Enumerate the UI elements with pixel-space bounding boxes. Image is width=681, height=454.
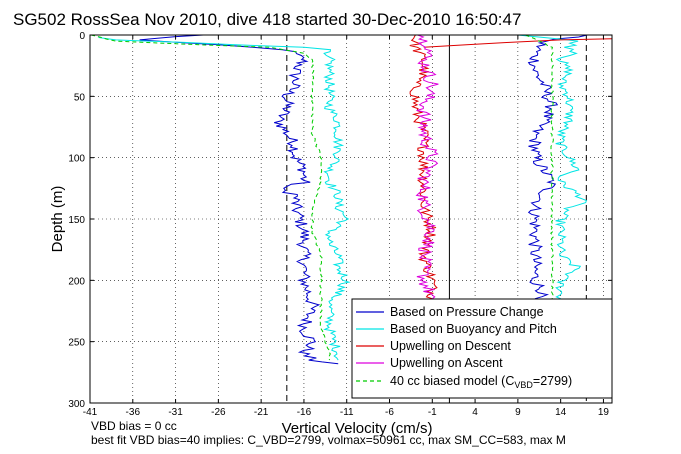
series-line-1-0 — [98, 37, 351, 361]
x-tick-label: 9 — [515, 407, 521, 418]
x-tick-label: 19 — [598, 407, 610, 418]
y-axis-ticks: 0 50 100 150 200 250 300 — [68, 31, 612, 410]
series-line-4-0 — [90, 34, 331, 361]
x-tick-label: -6 — [385, 407, 394, 418]
series-line-0-1 — [527, 34, 588, 300]
x-axis-label: Vertical Velocity (cm/s) — [282, 420, 433, 437]
x-tick-label: -36 — [126, 407, 141, 418]
legend-label-pressure: Based on Pressure Change — [390, 305, 544, 319]
legend-model-suffix: =2799) — [533, 374, 572, 388]
legend-model-prefix: 40 cc biased model (C — [390, 374, 514, 388]
chart-title: SG502 RossSea Nov 2010, dive 418 started… — [13, 10, 521, 29]
x-tick-label: -41 — [83, 407, 98, 418]
legend-label-model: 40 cc biased model (CVBD=2799) — [390, 374, 572, 390]
y-tick-label: 150 — [68, 215, 85, 226]
x-tick-label: -21 — [254, 407, 269, 418]
data-series — [90, 34, 613, 365]
y-tick-label: 300 — [68, 399, 85, 410]
series-line-3-0 — [415, 34, 439, 300]
x-tick-label: 4 — [472, 407, 478, 418]
x-tick-label: -1 — [428, 407, 437, 418]
note-best-fit: best fit VBD bias=40 implies: C_VBD=2799… — [91, 433, 566, 447]
legend-box — [351, 298, 613, 399]
x-tick-label: -16 — [297, 407, 312, 418]
series-line-2-1 — [423, 38, 613, 48]
y-tick-label: 100 — [68, 154, 85, 165]
legend-label-ascent: Upwelling on Ascent — [390, 356, 503, 370]
y-tick-label: 0 — [79, 31, 85, 42]
y-tick-label: 200 — [68, 276, 85, 287]
y-tick-label: 50 — [74, 92, 86, 103]
series-line-4-1 — [525, 34, 555, 299]
x-tick-label: -26 — [211, 407, 226, 418]
x-tick-label: 14 — [555, 407, 567, 418]
series-line-2-0 — [409, 34, 438, 300]
x-tick-label: -31 — [168, 407, 183, 418]
legend-model-subscript: VBD — [514, 380, 533, 390]
legend: Based on Pressure Change Based on Buoyan… — [351, 298, 613, 399]
series-line-0-0 — [139, 34, 339, 365]
series-line-1-1 — [517, 34, 587, 300]
y-axis-label: Depth (m) — [49, 186, 66, 253]
legend-label-descent: Upwelling on Descent — [390, 339, 511, 353]
legend-label-buoyancy: Based on Buoyancy and Pitch — [390, 322, 557, 336]
x-tick-label: -11 — [340, 407, 354, 418]
note-vbd-bias: VBD bias = 0 cc — [91, 419, 177, 433]
x-axis-ticks: -41 -36 -31 -26 -21 -16 -11 -6 -1 4 9 14 19 — [83, 35, 610, 418]
y-tick-label: 250 — [68, 338, 85, 349]
